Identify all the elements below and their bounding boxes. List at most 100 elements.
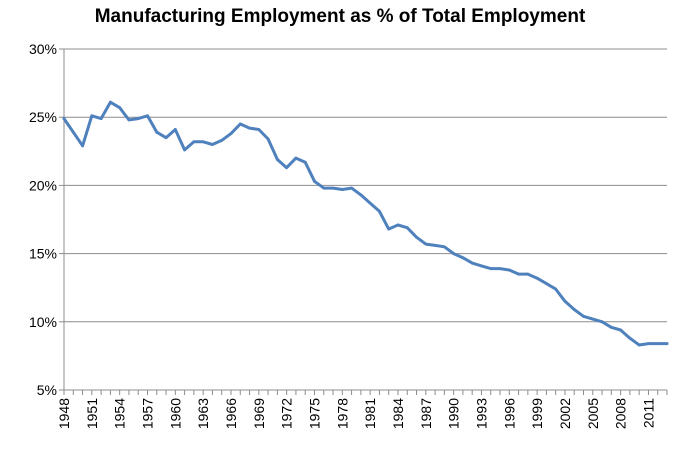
- x-tick-label: 2002: [557, 398, 573, 429]
- data-point: [285, 166, 289, 170]
- data-point: [275, 158, 279, 161]
- data-point: [238, 122, 242, 126]
- data-point: [340, 188, 344, 191]
- data-point: [628, 336, 632, 340]
- data-point: [313, 179, 316, 183]
- data-point: [127, 118, 131, 122]
- data-point: [183, 148, 187, 152]
- data-point: [81, 144, 84, 148]
- data-point: [442, 245, 446, 249]
- x-tick-label: 1978: [334, 398, 350, 429]
- data-point: [572, 308, 576, 311]
- data-point: [591, 317, 595, 321]
- data-point: [322, 186, 326, 190]
- data-point: [146, 114, 149, 118]
- x-tick-label: 1954: [112, 398, 128, 429]
- x-tick-label: 1987: [418, 398, 434, 429]
- data-point: [452, 252, 456, 256]
- data-point: [415, 235, 418, 239]
- data-point: [173, 128, 177, 131]
- data-point: [433, 244, 437, 247]
- data-point: [118, 106, 122, 110]
- x-tick-label: 1972: [279, 398, 295, 429]
- data-point: [266, 137, 270, 141]
- data-point: [619, 328, 623, 332]
- data-point: [62, 117, 66, 120]
- data-point: [545, 282, 548, 286]
- data-point: [71, 130, 75, 134]
- data-point: [563, 299, 567, 303]
- data-point: [526, 272, 530, 276]
- y-tick-label: 5%: [37, 382, 57, 398]
- x-tick-label: 1993: [473, 398, 489, 429]
- data-point: [108, 100, 112, 104]
- data-point: [211, 143, 214, 146]
- x-tick-label: 2005: [585, 398, 601, 429]
- x-tick-label: 1990: [446, 398, 462, 429]
- x-tick-label: 1963: [195, 398, 211, 429]
- chart-title: Manufacturing Employment as % of Total E…: [94, 6, 586, 27]
- data-point: [535, 276, 539, 280]
- x-tick-label: 2008: [613, 398, 629, 429]
- data-point: [201, 140, 205, 144]
- x-tick-label: 1969: [251, 398, 267, 429]
- x-tick-label: 1966: [223, 398, 239, 429]
- gridlines: [64, 48, 667, 323]
- x-tick-label: 1984: [390, 398, 406, 429]
- data-point: [517, 272, 520, 276]
- data-point: [164, 136, 168, 140]
- x-tick-label: 1975: [306, 398, 322, 429]
- y-tick-label: 10%: [29, 314, 57, 330]
- y-tick-label: 25%: [29, 109, 57, 125]
- y-tick-label: 15%: [29, 246, 57, 262]
- data-point: [350, 186, 353, 190]
- data-point: [665, 342, 669, 346]
- data-point: [368, 201, 372, 205]
- x-tick-label: 1960: [167, 398, 183, 429]
- data-point: [99, 117, 103, 120]
- data-point: [136, 117, 140, 120]
- data-point: [303, 160, 307, 164]
- data-point: [480, 264, 483, 268]
- data-point: [600, 320, 604, 324]
- data-point: [470, 261, 474, 265]
- data-point: [192, 140, 196, 144]
- x-tick-label: 1999: [529, 398, 545, 429]
- data-point: [461, 256, 465, 260]
- data-point: [656, 342, 660, 346]
- data-point: [387, 227, 391, 231]
- data-point: [220, 138, 224, 142]
- data-point: [405, 226, 409, 230]
- x-tick-label: 1996: [501, 398, 517, 429]
- series-layer: [62, 100, 669, 347]
- data-point: [582, 314, 585, 318]
- data-point: [294, 156, 298, 160]
- x-tick-label: 1981: [362, 398, 378, 429]
- axes: [59, 48, 668, 395]
- data-point: [155, 130, 159, 134]
- x-tick-label: 1948: [56, 398, 72, 429]
- y-tick-label: 30%: [29, 41, 57, 57]
- series-line: [62, 100, 669, 347]
- data-point: [609, 325, 613, 329]
- data-point: [378, 209, 381, 213]
- data-point: [90, 114, 94, 118]
- y-tick-label: 20%: [29, 177, 57, 193]
- data-point: [359, 193, 363, 197]
- data-point: [248, 126, 251, 130]
- x-tick-label: 2011: [640, 398, 656, 428]
- data-point: [229, 132, 233, 135]
- data-point: [489, 267, 493, 271]
- x-tick-label: 1951: [84, 398, 100, 429]
- data-point: [647, 342, 650, 346]
- data-point: [257, 128, 261, 131]
- y-tick-labels: 5% 10% 15% 20% 25% 30%: [29, 41, 57, 398]
- x-tick-label: 1957: [139, 398, 155, 429]
- data-point: [424, 242, 428, 246]
- data-point: [498, 267, 502, 271]
- data-point: [331, 186, 335, 190]
- x-tick-labels: 1948 1951 1954 1957 1960 1963 1966 1969 1972 1975…: [56, 398, 656, 429]
- data-point: [507, 268, 511, 272]
